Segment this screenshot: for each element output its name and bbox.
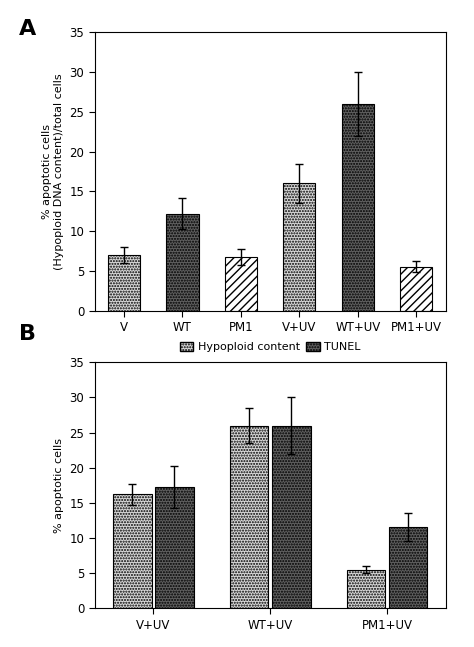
Y-axis label: % apoptotic cells
(Hypoploid DNA content)/total cells: % apoptotic cells (Hypoploid DNA content… (42, 73, 64, 270)
Bar (283, 183, 316, 311)
Bar (272, 426, 310, 608)
Text: A: A (19, 19, 36, 39)
Bar (113, 494, 152, 608)
Legend: Hypoploid content, TUNEL: Hypoploid content, TUNEL (178, 340, 363, 355)
Text: B: B (19, 324, 36, 344)
Bar (400, 267, 432, 311)
Bar (108, 255, 140, 311)
Bar (225, 258, 257, 311)
Bar (342, 104, 374, 311)
Bar (347, 569, 385, 608)
Bar (155, 487, 193, 608)
Bar (230, 426, 268, 608)
Y-axis label: % apoptotic cells: % apoptotic cells (54, 438, 64, 532)
Bar (166, 214, 199, 311)
Bar (389, 527, 428, 608)
